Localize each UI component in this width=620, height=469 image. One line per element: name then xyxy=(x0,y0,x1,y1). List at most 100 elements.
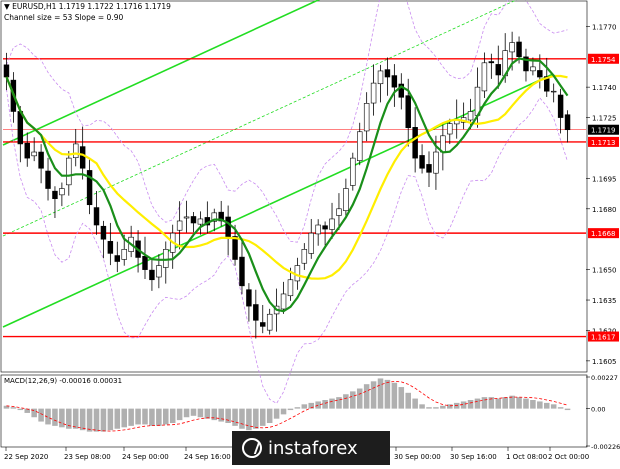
x-tick-label: 24 Sep 00:00 xyxy=(122,453,169,461)
green-moving-average-line xyxy=(5,57,569,313)
candle-body xyxy=(190,216,197,224)
candle-body xyxy=(557,94,564,118)
candle-body xyxy=(315,224,321,235)
candle-body xyxy=(481,62,488,92)
candle-body xyxy=(336,208,342,216)
candle-body xyxy=(343,188,349,211)
current-price-tag xyxy=(588,124,619,135)
support-resistance-levels xyxy=(3,58,586,338)
bollinger-lower-band xyxy=(6,89,568,404)
level-price-tag xyxy=(588,228,619,239)
candle-body xyxy=(239,256,245,287)
candle-body xyxy=(391,75,398,88)
candle-body xyxy=(329,218,335,230)
y-tick-label: 1.1725 xyxy=(592,115,617,123)
candle-body xyxy=(24,142,30,159)
candle-body xyxy=(308,232,314,254)
candle-body xyxy=(45,170,51,189)
candle-body xyxy=(114,255,121,262)
instaforex-logo-icon xyxy=(242,438,262,458)
candle-body xyxy=(488,61,495,64)
candle-body xyxy=(17,111,24,145)
candle-body xyxy=(197,218,204,225)
level-price-label: 1.1617 xyxy=(591,334,616,342)
candle-body xyxy=(38,151,44,169)
candle-body xyxy=(419,155,425,169)
yellow-moving-average-line xyxy=(5,74,568,280)
candle-body xyxy=(31,151,37,157)
watermark-logo: instaforex xyxy=(232,431,390,465)
candle-body xyxy=(93,207,100,226)
candle-body xyxy=(121,249,127,260)
level-price-label: 1.1713 xyxy=(591,139,616,147)
candle-body xyxy=(100,225,107,240)
level-price-label: 1.1754 xyxy=(591,56,616,64)
candle-body xyxy=(246,289,252,307)
y-tick-label: 1.1770 xyxy=(592,23,617,31)
regression-channel xyxy=(2,0,554,328)
y-tick-label: 1.1635 xyxy=(592,297,617,305)
candle-body xyxy=(266,313,273,331)
candle-body xyxy=(225,216,231,238)
candle-body xyxy=(73,143,79,159)
candle-body xyxy=(426,164,432,173)
candle-body xyxy=(232,236,238,260)
x-tick-label: 30 Sep 16:00 xyxy=(450,453,497,461)
candle-body xyxy=(86,170,93,206)
candle-body xyxy=(176,220,183,231)
candle-body xyxy=(107,241,114,254)
x-tick-label: 2 Oct 00:00 xyxy=(548,453,589,461)
level-price-tag xyxy=(588,136,619,147)
y-tick-label: 1.1605 xyxy=(592,358,617,366)
channel-middle-line xyxy=(2,0,518,237)
candle-body xyxy=(3,64,10,78)
candle-body xyxy=(322,225,328,230)
moving-averages xyxy=(5,57,569,313)
candle-body xyxy=(156,265,162,278)
candle-body xyxy=(363,103,370,132)
candle-body xyxy=(550,90,557,93)
candle-body xyxy=(530,66,536,72)
candle-body xyxy=(280,293,287,310)
candle-body xyxy=(564,114,571,131)
macd-tick-label: 0.00227 xyxy=(591,374,618,382)
candle-body xyxy=(523,56,529,72)
main-panel-frame xyxy=(0,0,588,373)
candle-body xyxy=(412,127,418,159)
level-price-tag xyxy=(588,53,619,64)
candle-body xyxy=(467,111,474,121)
candle-body xyxy=(66,157,72,186)
macd-indicator: 0.00227 0.00 -0.00226 xyxy=(3,374,620,451)
candle-body xyxy=(183,216,190,219)
candle-body xyxy=(370,82,377,104)
candle-body xyxy=(149,269,155,281)
candle-body xyxy=(142,255,148,270)
candle-body xyxy=(509,42,515,53)
candle-body xyxy=(495,64,501,76)
x-tick-label: 23 Sep 08:00 xyxy=(64,453,111,461)
candle-body xyxy=(253,304,259,321)
candle-body xyxy=(287,279,294,297)
candle-body xyxy=(218,211,224,222)
macd-header: MACD(12,26,9) -0.00016 0.00031 xyxy=(4,377,123,385)
price-axis: 1.1770 1.1754 1.1740 1.1725 1.1719 1.1713 1.16… xyxy=(586,23,619,366)
macd-tick-label: -0.00226 xyxy=(591,443,620,451)
y-tick-label: 1.1620 xyxy=(592,327,617,335)
y-tick-label: 1.1650 xyxy=(592,267,617,275)
candle-body xyxy=(384,69,391,78)
symbol-header: ▼ EURUSD,H1 1.1719 1.1722 1.1716 1.1719 xyxy=(4,2,171,11)
current-price-label: 1.1719 xyxy=(591,127,616,135)
macd-tick-label: 0.00 xyxy=(591,406,605,414)
candle-body xyxy=(211,212,217,222)
candle-body xyxy=(52,190,58,199)
candle-body xyxy=(79,146,86,169)
channel-lower-line xyxy=(2,73,554,328)
y-tick-label: 1.1740 xyxy=(592,84,617,92)
channel-info: Channel size = 53 Slope = 0.90 xyxy=(4,13,124,22)
x-tick-label: 1 Oct 08:00 xyxy=(506,453,547,461)
candle-body xyxy=(350,157,356,186)
level-price-label: 1.1668 xyxy=(591,230,616,238)
candle-body xyxy=(398,83,405,98)
